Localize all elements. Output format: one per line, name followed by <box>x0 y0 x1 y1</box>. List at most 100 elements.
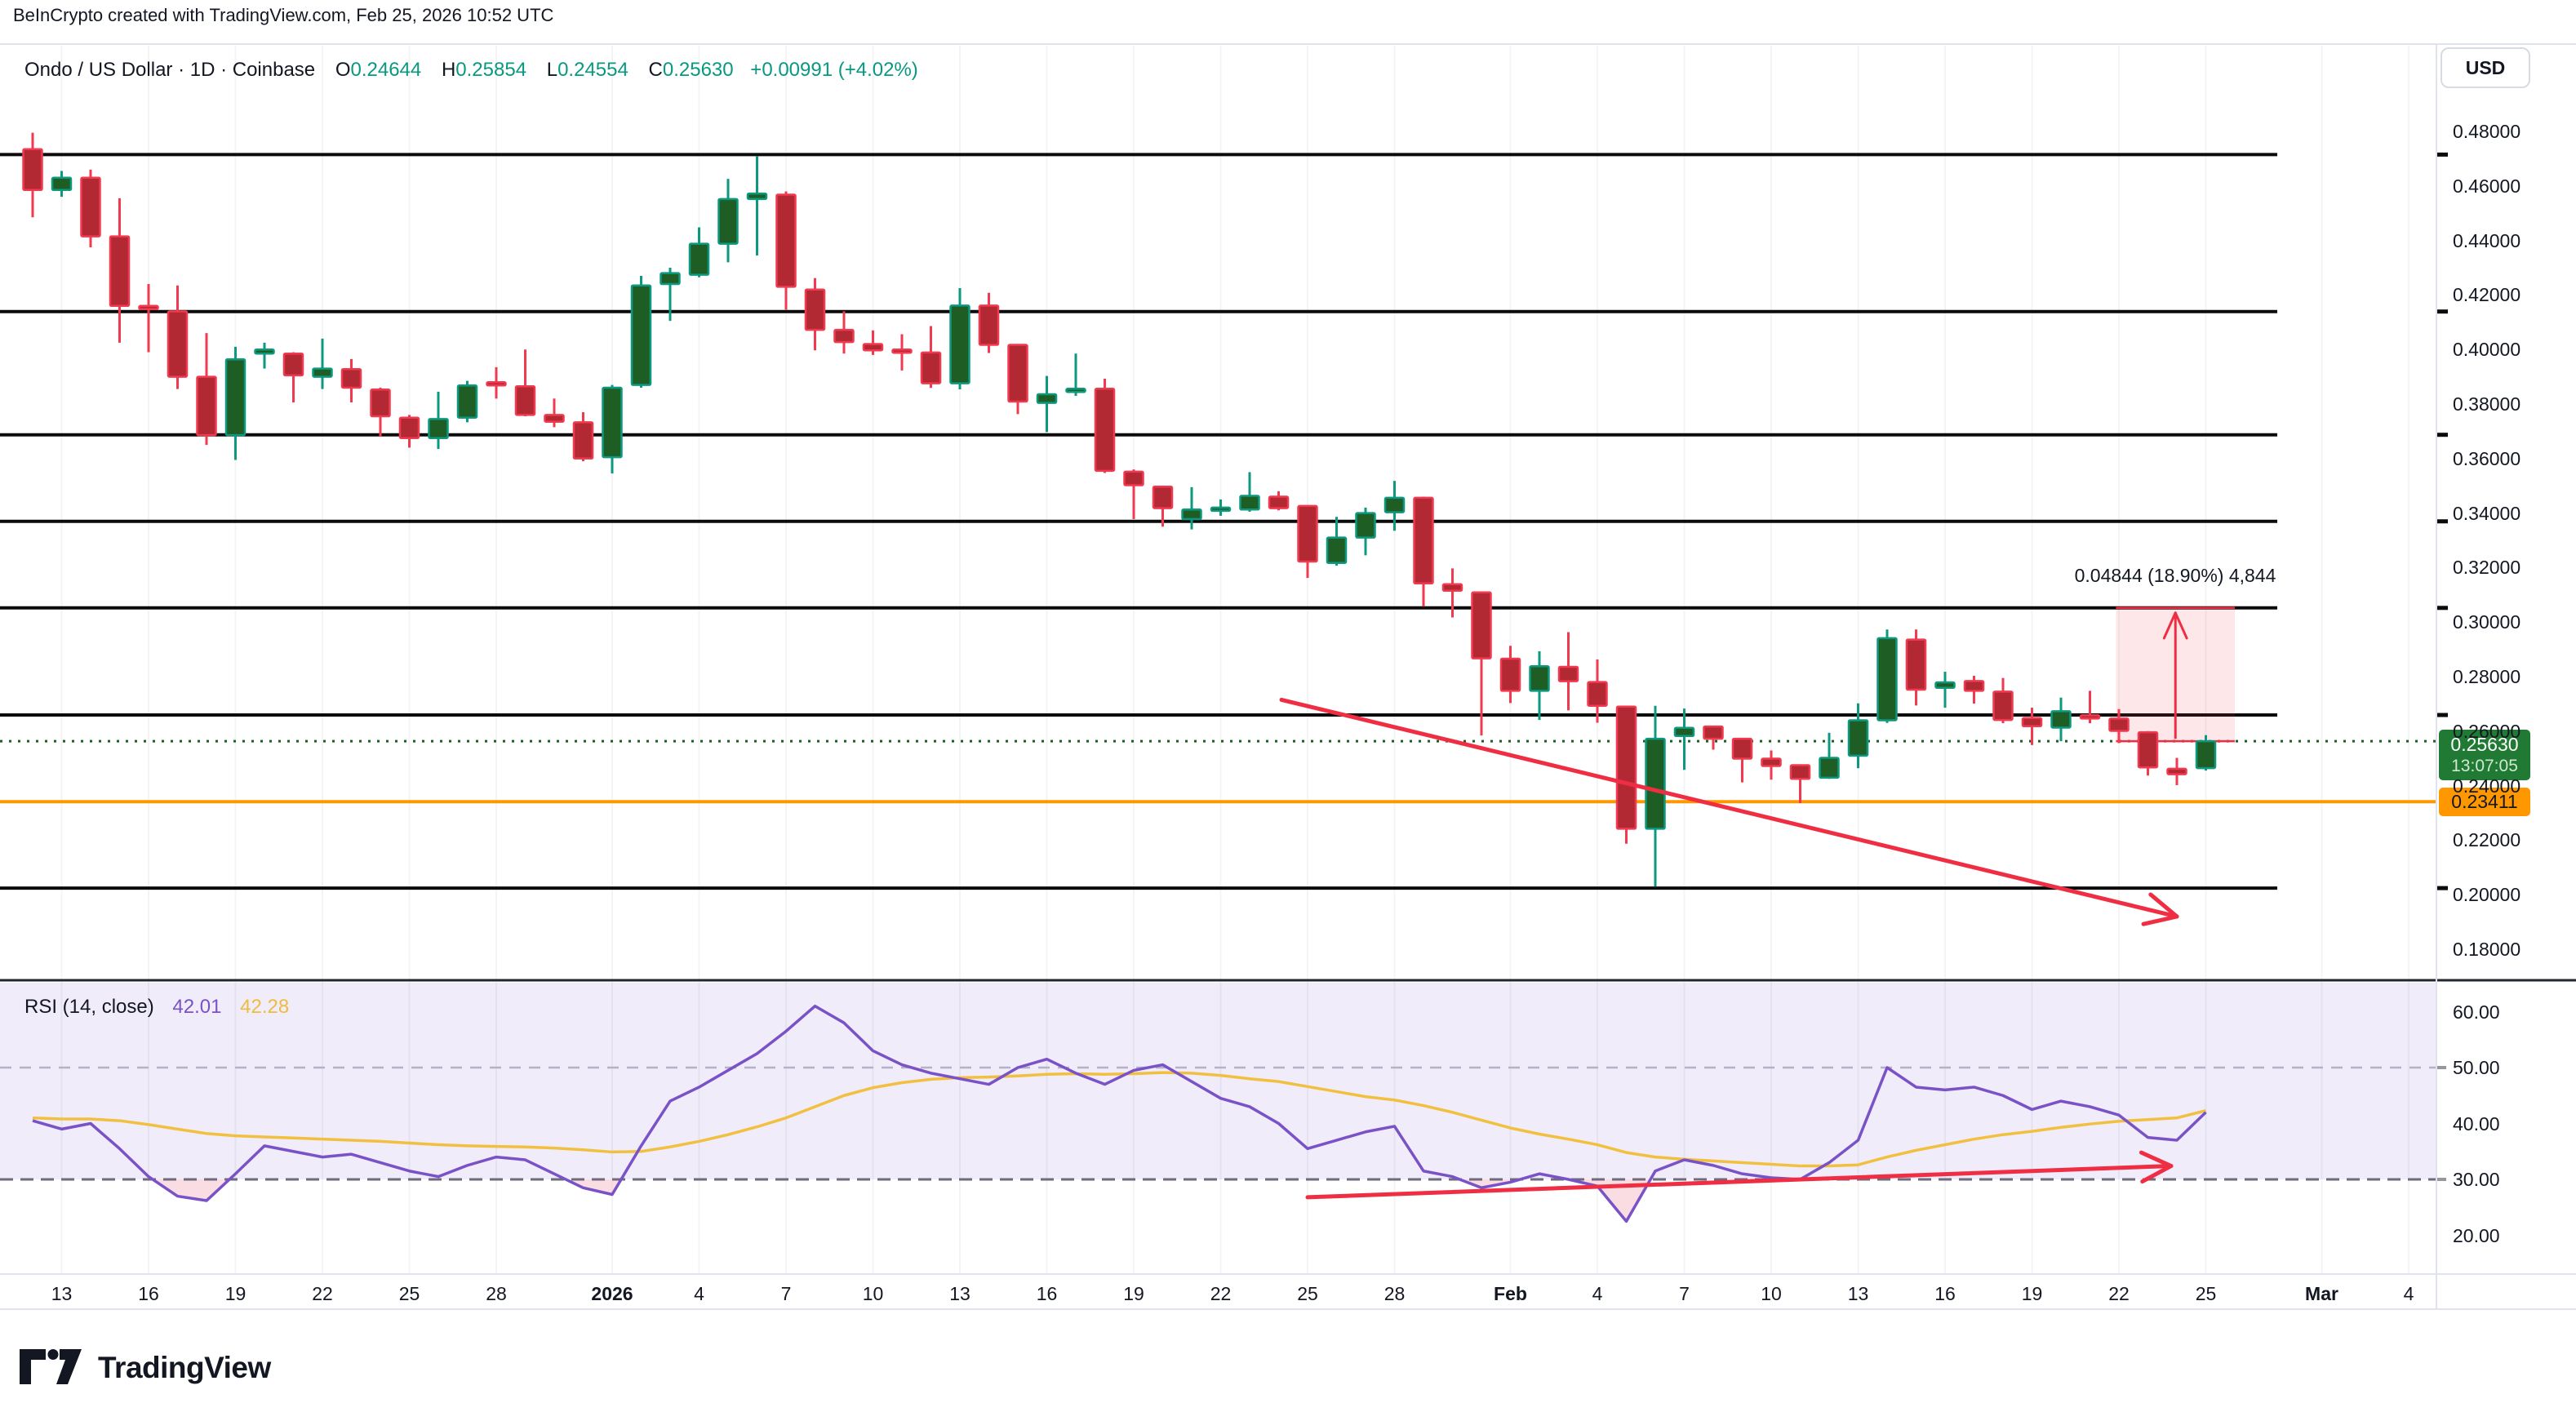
candles <box>22 132 2217 887</box>
candle <box>746 156 768 255</box>
time-axis-label: 19 <box>224 1283 246 1304</box>
price-axis-label: 0.18000 <box>2453 939 2521 960</box>
open-value: 0.24644 <box>350 59 422 81</box>
candle <box>717 179 739 263</box>
time-axis-label: 28 <box>1383 1283 1406 1304</box>
candle <box>2195 735 2217 771</box>
price-axis-label: 0.26000 <box>2453 720 2521 742</box>
candle <box>1557 632 1579 711</box>
rsi-axis-label: 50.00 <box>2453 1057 2500 1078</box>
downtrend-arrow[interactable] <box>1279 697 2179 926</box>
symbol-title[interactable]: Ondo / US Dollar · 1D · Coinbase <box>24 59 316 81</box>
rsi-axis-label: 30.00 <box>2453 1169 2500 1190</box>
candle <box>1181 486 1202 530</box>
price-axis-label: 0.22000 <box>2453 829 2521 851</box>
header-credit-text: BeInCrypto created with TradingView.com,… <box>13 5 554 25</box>
candle <box>1268 491 1290 511</box>
time-axis-label: 22 <box>1210 1283 1232 1304</box>
time-axis-label: 16 <box>138 1283 159 1304</box>
currency-unit-label: USD <box>2465 56 2506 78</box>
candle <box>22 132 43 218</box>
candle <box>312 338 333 389</box>
last-price-value: 0.25630 <box>2450 733 2519 755</box>
price-axis-label: 0.36000 <box>2453 447 2521 469</box>
candle <box>514 349 536 417</box>
change-value: +0.00991 (+4.02%) <box>750 59 918 81</box>
measurement-box[interactable] <box>2116 606 2235 743</box>
time-axis-label: 4 <box>2403 1283 2414 1304</box>
candle <box>1326 517 1348 566</box>
time-axis-label: 25 <box>2195 1283 2217 1304</box>
time-axis-label: 13 <box>1847 1283 1869 1304</box>
currency-unit-button[interactable]: USD <box>2441 47 2530 88</box>
open-label: O <box>335 59 351 81</box>
rsi-value: 42.01 <box>172 996 222 1018</box>
price-axis-label: 0.30000 <box>2453 611 2521 633</box>
candle <box>340 358 362 402</box>
measurement-label: 0.04844 (18.90%) 4,844 <box>2074 565 2276 586</box>
header-credit: BeInCrypto created with TradingView.com,… <box>13 5 553 26</box>
rsi-title: RSI (14, close) <box>24 996 154 1018</box>
time-axis-label: 7 <box>1679 1283 1690 1304</box>
candle <box>602 384 623 474</box>
candle <box>891 334 913 371</box>
candle <box>949 288 970 389</box>
price-axis-label: 0.42000 <box>2453 284 2521 306</box>
candle <box>1297 504 1318 579</box>
candle <box>1703 725 1724 750</box>
candle <box>456 380 478 423</box>
candle <box>1731 737 1753 783</box>
candle <box>2021 708 2043 745</box>
alert-price-value: 0.23411 <box>2451 791 2518 812</box>
rsi-uptrend-arrow[interactable] <box>1305 1150 2174 1200</box>
rsi-band-background <box>0 983 2436 1179</box>
time-axis-label: 19 <box>1123 1283 1144 1304</box>
candle <box>1819 732 1840 779</box>
time-axis-label: 22 <box>312 1283 333 1304</box>
rsi-axis-label: 60.00 <box>2453 1001 2500 1023</box>
rsi-axis-label: 40.00 <box>2453 1112 2500 1134</box>
alert-price-badge: 0.23411 <box>2439 788 2530 816</box>
candle <box>2137 730 2159 776</box>
candle <box>1645 705 1666 887</box>
candle <box>109 198 131 343</box>
price-axis-label: 0.46000 <box>2453 175 2521 197</box>
candle <box>775 191 797 310</box>
price-axis-label: 0.20000 <box>2453 884 2521 906</box>
candle <box>1007 344 1028 415</box>
bar-countdown: 13:07:05 <box>2451 757 2518 776</box>
price-axis-label: 0.34000 <box>2453 502 2521 524</box>
candle <box>1615 705 1637 844</box>
candle <box>1094 378 1116 473</box>
candle <box>1210 499 1232 516</box>
candle <box>978 292 1000 353</box>
rsi-ma-line <box>32 1071 2206 1168</box>
candle <box>2050 697 2072 742</box>
rsi-indicator-row[interactable]: RSI (14, close) 42.01 42.28 <box>24 996 289 1019</box>
candle <box>1471 591 1492 736</box>
candle <box>1383 481 1406 531</box>
tradingview-logo[interactable]: TradingView <box>19 1348 271 1388</box>
time-axis-label: 10 <box>862 1283 884 1304</box>
candle <box>1673 708 1695 770</box>
candle <box>1499 646 1521 704</box>
candle <box>1789 764 1811 803</box>
time-axis-label: 4 <box>1592 1283 1603 1304</box>
time-axis-label: 2026 <box>591 1283 633 1304</box>
high-label: H <box>441 59 456 81</box>
fib-retracement-lines[interactable] <box>0 152 2448 890</box>
time-axis-label: 22 <box>2108 1283 2130 1304</box>
candle <box>1992 677 2014 724</box>
candle <box>1963 675 1985 704</box>
candle <box>1036 375 1058 433</box>
candle <box>224 346 246 460</box>
candle <box>167 285 189 389</box>
candle <box>1239 472 1260 512</box>
time-axis-label: 25 <box>398 1283 420 1304</box>
candle <box>2166 757 2187 785</box>
candle <box>1761 750 1782 780</box>
time-axis-label: 28 <box>486 1283 507 1304</box>
candle <box>398 415 420 448</box>
candle <box>486 366 507 399</box>
